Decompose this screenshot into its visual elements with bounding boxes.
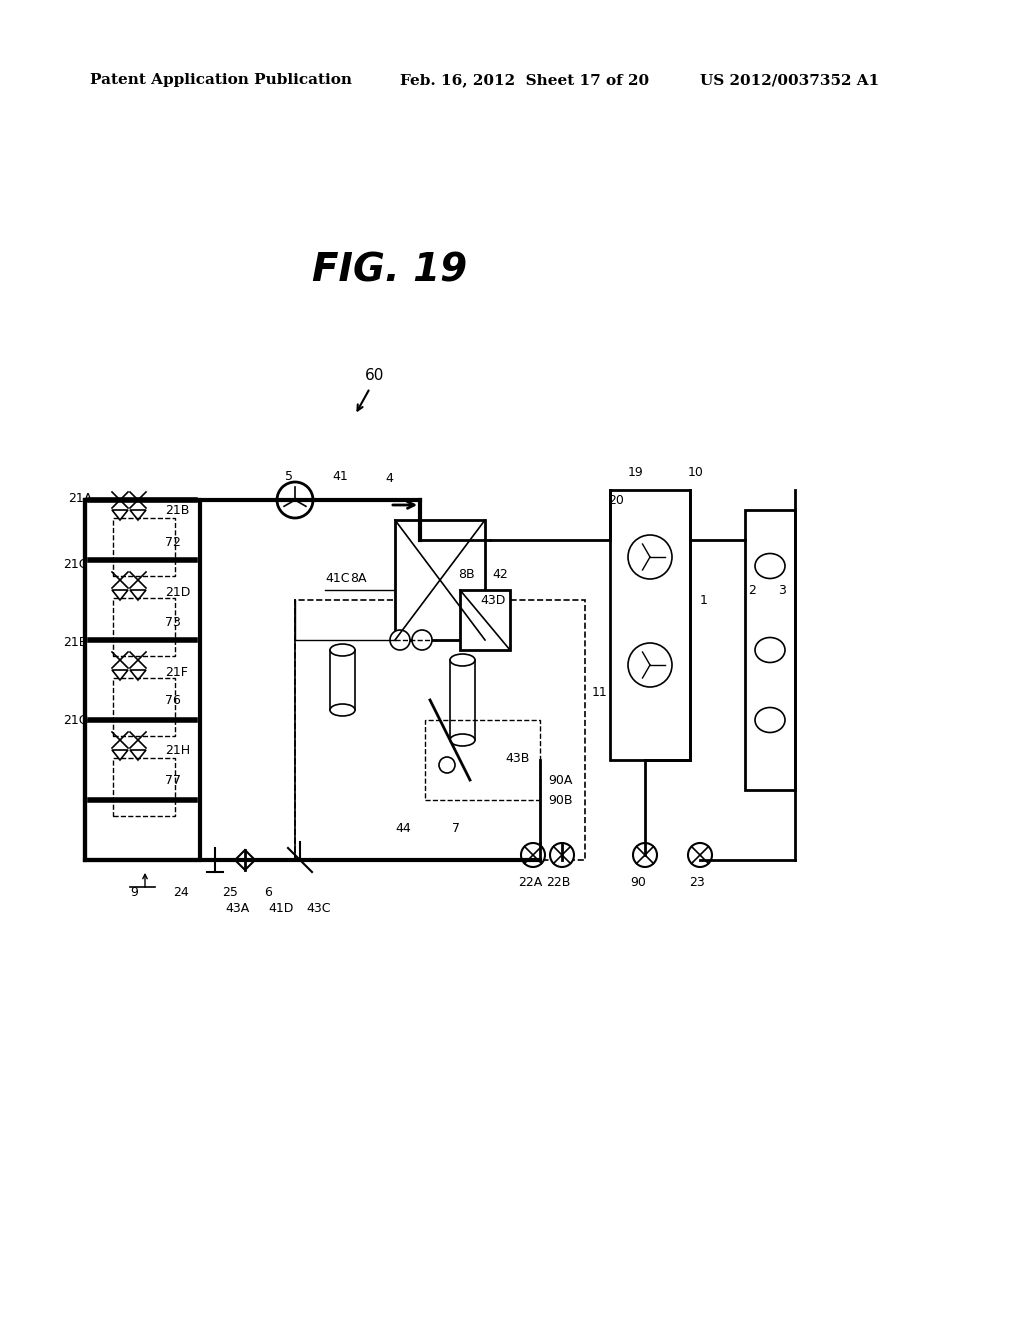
Text: 6: 6 <box>264 887 272 899</box>
Text: 9: 9 <box>130 887 138 899</box>
Bar <box>610 490 690 760</box>
Bar <box>395 520 485 640</box>
Bar <box>113 598 175 656</box>
Text: FIG. 19: FIG. 19 <box>312 251 468 289</box>
Text: 7: 7 <box>452 821 460 834</box>
Bar <box>85 500 200 861</box>
Text: 44: 44 <box>395 821 411 834</box>
Text: 25: 25 <box>222 887 238 899</box>
Text: 21F: 21F <box>165 665 187 678</box>
Text: 21C: 21C <box>63 558 87 572</box>
Text: 8B: 8B <box>458 569 475 582</box>
Text: 20: 20 <box>608 494 624 507</box>
Circle shape <box>439 756 455 774</box>
Text: 43C: 43C <box>306 902 331 915</box>
Circle shape <box>278 482 313 517</box>
Bar <box>460 590 510 649</box>
Text: 21H: 21H <box>165 744 190 758</box>
Bar <box>745 510 795 789</box>
Bar <box>450 660 475 741</box>
Text: 24: 24 <box>173 887 188 899</box>
Text: 21G: 21G <box>63 714 88 726</box>
Text: 22B: 22B <box>546 876 570 890</box>
Text: 21B: 21B <box>165 503 189 516</box>
Text: 73: 73 <box>165 615 181 628</box>
Text: 90: 90 <box>630 876 646 890</box>
Bar <box>425 719 540 800</box>
Text: Patent Application Publication: Patent Application Publication <box>90 73 352 87</box>
Bar <box>113 517 175 576</box>
Text: 19: 19 <box>628 466 644 479</box>
Circle shape <box>521 843 545 867</box>
Ellipse shape <box>330 644 355 656</box>
Ellipse shape <box>755 708 785 733</box>
Bar <box>330 649 355 710</box>
Text: 72: 72 <box>165 536 181 549</box>
Bar <box>113 758 175 816</box>
Circle shape <box>633 843 657 867</box>
Ellipse shape <box>755 638 785 663</box>
Text: 10: 10 <box>688 466 703 479</box>
Text: 43D: 43D <box>480 594 506 606</box>
Text: 90A: 90A <box>548 774 572 787</box>
Text: 4: 4 <box>385 471 393 484</box>
Ellipse shape <box>330 704 355 715</box>
Circle shape <box>688 843 712 867</box>
Text: 3: 3 <box>778 583 785 597</box>
Text: 11: 11 <box>592 686 608 700</box>
Text: 21A: 21A <box>68 491 92 504</box>
Ellipse shape <box>390 630 410 649</box>
Circle shape <box>550 843 574 867</box>
Text: 43A: 43A <box>225 902 249 915</box>
Text: 23: 23 <box>689 876 705 890</box>
Ellipse shape <box>450 734 475 746</box>
Text: 2: 2 <box>748 583 756 597</box>
Text: 90B: 90B <box>548 793 572 807</box>
Text: Feb. 16, 2012  Sheet 17 of 20: Feb. 16, 2012 Sheet 17 of 20 <box>400 73 649 87</box>
Bar <box>113 678 175 737</box>
Ellipse shape <box>450 653 475 667</box>
Text: 22A: 22A <box>518 876 542 890</box>
Text: 77: 77 <box>165 774 181 787</box>
Text: 41D: 41D <box>268 902 293 915</box>
Text: 42: 42 <box>492 569 508 582</box>
Text: 8A: 8A <box>350 572 367 585</box>
Text: 41: 41 <box>332 470 348 483</box>
Circle shape <box>628 535 672 579</box>
Text: 5: 5 <box>285 470 293 483</box>
Text: 1: 1 <box>700 594 708 606</box>
Circle shape <box>628 643 672 686</box>
FancyArrowPatch shape <box>142 874 147 887</box>
Text: 21E: 21E <box>63 636 87 649</box>
Ellipse shape <box>755 553 785 578</box>
Bar <box>295 601 585 861</box>
Text: 43B: 43B <box>505 751 529 764</box>
Text: US 2012/0037352 A1: US 2012/0037352 A1 <box>700 73 880 87</box>
Text: 21D: 21D <box>165 586 190 599</box>
Ellipse shape <box>412 630 432 649</box>
Text: 76: 76 <box>165 693 181 706</box>
Text: 41C: 41C <box>325 572 349 585</box>
Text: 60: 60 <box>366 367 385 383</box>
